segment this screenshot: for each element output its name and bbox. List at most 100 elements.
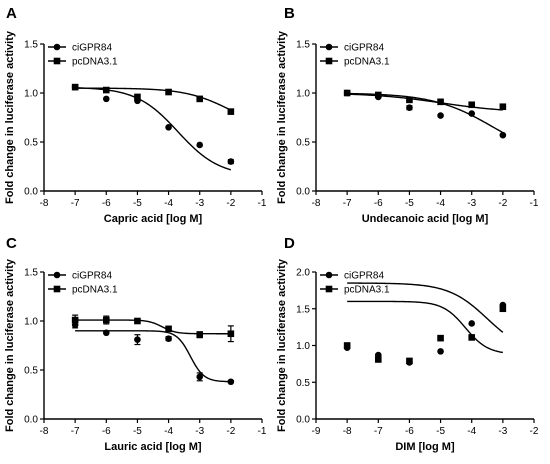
legend-marker: [53, 271, 61, 279]
data-point: [499, 305, 507, 313]
panel-letter: B: [284, 5, 295, 22]
x-tick-label: -5: [405, 198, 414, 209]
data-point: [499, 103, 507, 111]
data-point: [437, 348, 444, 355]
y-axis-title: Fold change in luciferase activity: [4, 30, 16, 204]
data-point: [165, 335, 172, 342]
legend-label: ciGPR84: [344, 43, 384, 54]
legend-label: pcDNA3.1: [344, 285, 390, 296]
y-axis-title: Fold change in luciferase activity: [276, 30, 288, 204]
x-tick-label: -5: [133, 426, 142, 437]
x-tick-label: -8: [343, 426, 352, 437]
y-tick-label: 1.5: [296, 304, 310, 315]
x-tick-label: -6: [102, 198, 111, 209]
data-point: [196, 373, 204, 381]
data-point: [406, 104, 413, 111]
panel-d: D -9 -8 -7 -6 -5 -4 -3 -2 0.0 0.5 1.0 1.5 2.0 DIM [log…: [276, 235, 539, 453]
x-tick-label: -7: [71, 198, 80, 209]
x-axis-title: Undecanoic acid [log M]: [362, 213, 489, 225]
data-point: [227, 330, 235, 338]
legend-label: pcDNA3.1: [72, 285, 118, 296]
legend-marker: [53, 43, 61, 51]
data-point: [499, 131, 507, 139]
data-point: [134, 317, 141, 325]
x-tick-label: -4: [164, 198, 173, 209]
x-tick-label: -4: [436, 198, 445, 209]
data-point: [437, 334, 444, 342]
x-tick-label: -4: [164, 426, 173, 437]
fit-curve: [75, 330, 231, 383]
panel-letter: A: [6, 5, 17, 22]
x-axis-title: DIM [log M]: [395, 441, 455, 453]
legend-marker: [325, 285, 333, 293]
series-pcdna3-1: pcDNA3.1: [48, 285, 235, 343]
x-tick-label: -6: [374, 198, 383, 209]
series-cigpr84: ciGPR84: [320, 271, 507, 366]
x-tick-label: -3: [498, 426, 507, 437]
panel-c: C -8 -7 -6 -5 -4 -3 -2 -1 0.0 0.5 1.0 1.5 Lauric acid…: [4, 235, 267, 453]
data-point: [102, 86, 110, 94]
data-point: [165, 325, 172, 333]
legend-marker: [325, 43, 333, 51]
data-point: [468, 110, 476, 117]
x-axis-title: Capric acid [log M]: [104, 213, 203, 225]
data-point: [165, 88, 172, 96]
data-point: [102, 95, 110, 103]
x-tick-label: -7: [71, 426, 80, 437]
data-point: [165, 124, 172, 131]
fit-curve: [75, 87, 232, 171]
y-tick-label: 1.5: [24, 40, 38, 51]
data-point: [437, 112, 444, 119]
legend-marker: [53, 57, 61, 65]
y-tick-label: 0.5: [296, 378, 310, 389]
data-point: [196, 331, 204, 339]
legend-label: ciGPR84: [72, 271, 112, 282]
legend-marker: [325, 57, 333, 65]
data-point: [406, 357, 413, 365]
x-tick-label: -1: [530, 198, 539, 209]
y-tick-label: 0.5: [296, 138, 310, 149]
x-tick-label: -2: [498, 198, 507, 209]
fit-curve: [75, 87, 232, 111]
fit-curve: [347, 300, 503, 354]
y-axis-title: Fold change in luciferase activity: [276, 258, 288, 432]
y-tick-label: 0.0: [296, 187, 310, 198]
y-tick-label: 0.5: [24, 138, 38, 149]
data-point: [374, 91, 382, 99]
x-tick-label: -3: [195, 198, 204, 209]
x-tick-label: -6: [405, 426, 414, 437]
fit-curve: [347, 93, 503, 111]
data-point: [71, 83, 79, 91]
series-pcdna3-1: pcDNA3.1: [48, 57, 235, 115]
x-tick-label: -2: [226, 198, 235, 209]
x-tick-label: -5: [436, 426, 445, 437]
y-tick-label: 1.0: [296, 341, 310, 352]
x-tick-label: -7: [374, 426, 383, 437]
x-tick-label: -8: [40, 198, 49, 209]
y-axis-title: Fold change in luciferase activity: [4, 258, 16, 432]
panel-letter: D: [284, 235, 295, 252]
data-point: [406, 96, 413, 104]
y-tick-label: 1.5: [296, 40, 310, 51]
x-tick-label: -7: [343, 198, 352, 209]
data-point: [468, 334, 476, 341]
data-point: [437, 98, 444, 106]
legend-label: ciGPR84: [72, 43, 112, 54]
y-tick-label: 1.0: [24, 317, 38, 328]
data-point: [196, 141, 204, 149]
data-point: [102, 329, 110, 337]
data-point: [196, 95, 204, 103]
data-point: [227, 158, 235, 165]
y-tick-label: 1.5: [24, 268, 38, 279]
x-tick-label: -9: [312, 426, 321, 437]
data-point: [71, 316, 79, 324]
legend-label: pcDNA3.1: [72, 57, 118, 68]
x-tick-label: -3: [195, 426, 204, 437]
series-cigpr84: ciGPR84: [48, 43, 235, 171]
fit-curve: [347, 92, 504, 134]
data-point: [134, 336, 141, 343]
x-tick-label: -4: [467, 426, 476, 437]
y-tick-label: 0.0: [24, 415, 38, 426]
x-axis-title: Lauric acid [log M]: [104, 441, 202, 453]
